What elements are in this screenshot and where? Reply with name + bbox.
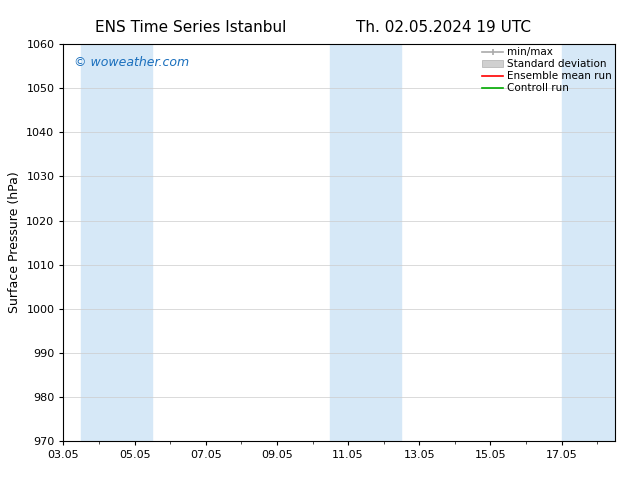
Y-axis label: Surface Pressure (hPa): Surface Pressure (hPa): [8, 172, 21, 314]
Text: © woweather.com: © woweather.com: [74, 56, 190, 69]
Legend: min/max, Standard deviation, Ensemble mean run, Controll run: min/max, Standard deviation, Ensemble me…: [482, 47, 612, 94]
Bar: [330, 44, 401, 441]
Text: ENS Time Series Istanbul: ENS Time Series Istanbul: [94, 20, 286, 35]
Bar: [562, 44, 615, 441]
Bar: [81, 44, 152, 441]
Text: Th. 02.05.2024 19 UTC: Th. 02.05.2024 19 UTC: [356, 20, 531, 35]
